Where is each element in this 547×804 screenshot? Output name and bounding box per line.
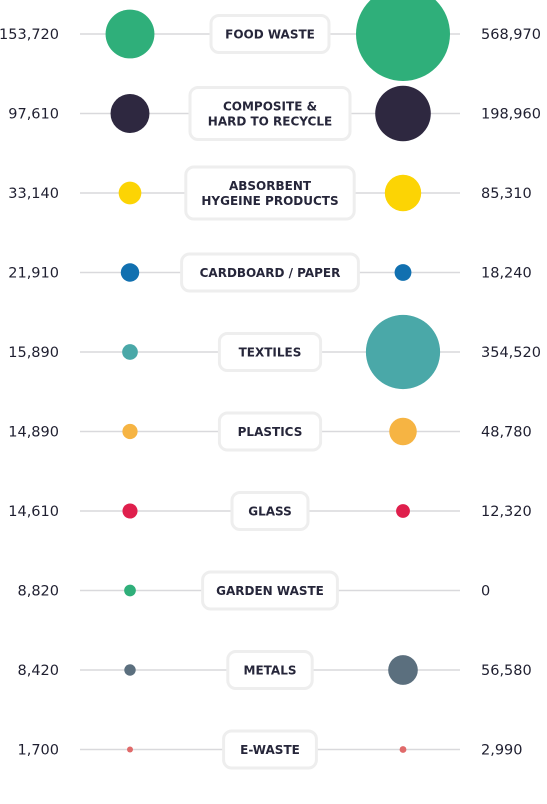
left-bubble <box>110 94 150 133</box>
left-value-label: 14,890 <box>8 425 59 441</box>
left-value-label: 97,610 <box>8 107 59 123</box>
category-label: HARD TO RECYCLE <box>208 114 332 128</box>
category-label-box <box>184 165 356 221</box>
left-value-label: 33,140 <box>8 186 59 202</box>
right-value-label: 568,970 <box>481 27 541 43</box>
right-bubble <box>384 174 422 212</box>
left-bubble <box>118 181 142 205</box>
left-bubble <box>122 503 138 519</box>
right-value-label: 0 <box>481 584 490 600</box>
chart-row: 153,720 568,970 FOOD WASTE <box>0 0 541 81</box>
category-label-box <box>209 14 331 54</box>
left-value-label: 14,610 <box>8 504 59 520</box>
category-label-box <box>222 729 318 770</box>
category-label: HYGEINE PRODUCTS <box>201 194 338 208</box>
category-label: METALS <box>244 663 297 677</box>
chart-row: 8,820 0 GARDEN WASTE <box>17 570 490 611</box>
left-bubble <box>122 344 138 360</box>
right-bubble <box>356 0 450 81</box>
category-label: PLASTICS <box>238 425 303 439</box>
left-value-label: 15,890 <box>8 345 59 361</box>
category-label-box <box>226 650 314 690</box>
category-label: GARDEN WASTE <box>216 584 324 598</box>
right-value-label: 198,960 <box>481 107 541 123</box>
chart-row: 14,610 12,320 GLASS <box>8 491 532 531</box>
right-value-label: 85,310 <box>481 186 532 202</box>
category-label-box <box>230 491 310 531</box>
right-value-label: 56,580 <box>481 663 532 679</box>
right-bubble <box>394 264 412 281</box>
right-bubble <box>396 504 410 518</box>
left-value-label: 153,720 <box>0 27 59 43</box>
category-label: TEXTILES <box>239 345 302 359</box>
category-label: COMPOSITE & <box>223 99 317 113</box>
chart-row: 97,610 198,960 COMPOSITE &HARD TO RECYCLE <box>8 85 541 142</box>
right-bubble <box>388 655 418 685</box>
left-bubble <box>127 746 133 753</box>
left-bubble <box>122 423 138 440</box>
right-value-label: 354,520 <box>481 345 541 361</box>
chart-row: 8,420 56,580 METALS <box>17 650 532 690</box>
chart-row: 1,700 2,990 E-WASTE <box>17 729 523 770</box>
chart-row: 21,910 18,240 CARDBOARD / PAPER <box>8 252 532 293</box>
left-value-label: 8,420 <box>17 663 59 679</box>
category-label: ABSORBENT <box>229 179 312 193</box>
category-label-box <box>217 332 323 372</box>
category-label: CARDBOARD / PAPER <box>200 266 341 280</box>
right-value-label: 48,780 <box>481 425 532 441</box>
right-bubble <box>399 746 407 753</box>
category-label-box <box>201 570 339 611</box>
category-label: FOOD WASTE <box>225 27 315 41</box>
category-label-box <box>188 86 352 141</box>
right-value-label: 18,240 <box>481 266 532 282</box>
right-bubble <box>375 85 431 142</box>
right-bubble <box>365 314 441 390</box>
category-label: E-WASTE <box>240 743 300 757</box>
left-bubble <box>124 584 136 597</box>
category-label-box <box>217 411 323 452</box>
right-value-label: 12,320 <box>481 504 532 520</box>
right-value-label: 2,990 <box>481 743 523 759</box>
chart-row: 15,890 354,520 TEXTILES <box>8 314 541 390</box>
left-bubble <box>105 9 155 59</box>
chart-row: 14,890 48,780 PLASTICS <box>8 411 532 452</box>
left-bubble <box>124 664 136 676</box>
left-value-label: 1,700 <box>17 743 59 759</box>
left-value-label: 8,820 <box>17 584 59 600</box>
left-value-label: 21,910 <box>8 266 59 282</box>
category-label-box <box>180 252 360 293</box>
right-bubble <box>389 417 417 446</box>
category-label: GLASS <box>248 504 292 518</box>
left-bubble <box>120 263 140 282</box>
